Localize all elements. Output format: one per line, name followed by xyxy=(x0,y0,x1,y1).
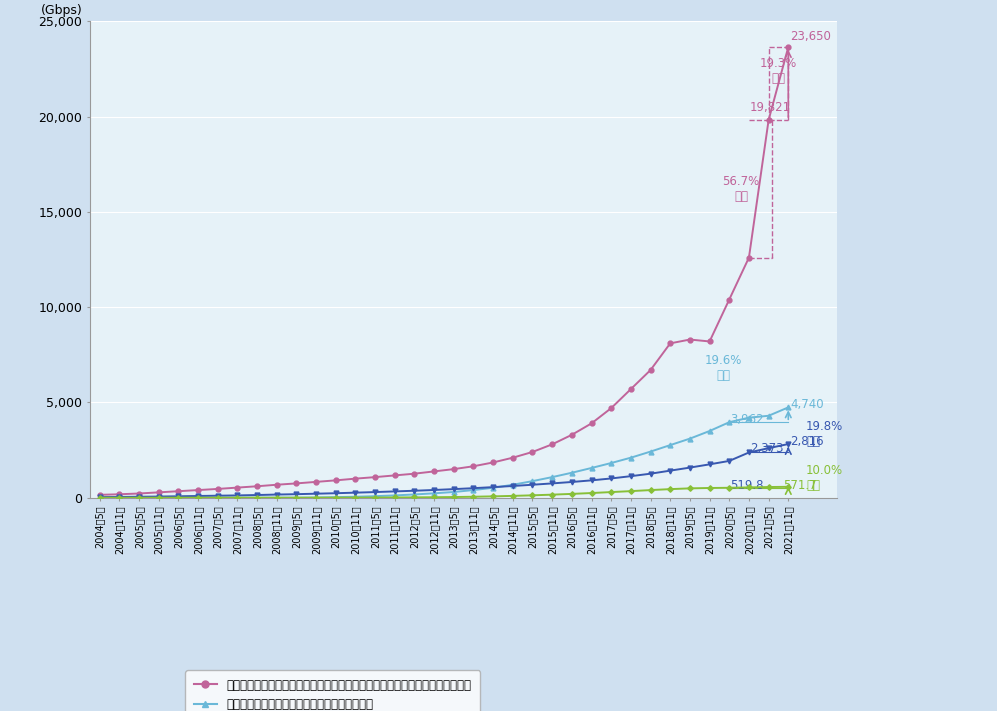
Legend: 我が国の固定系ブロードバンド契約者の総ダウンロードトラヒック（推定値）, 我が国の移動通信の総ダウンロードトラヒック, 我が国の固定系ブロードバンド契約者の総ア: 我が国の固定系ブロードバンド契約者の総ダウンロードトラヒック（推定値）, 我が国… xyxy=(185,670,480,711)
Text: 19.8%
増加: 19.8% 増加 xyxy=(806,420,843,448)
Text: 4,740: 4,740 xyxy=(791,398,824,411)
Text: 519.8: 519.8 xyxy=(730,479,764,492)
Text: 56.7%
増加: 56.7% 増加 xyxy=(723,175,760,203)
Text: 571.7: 571.7 xyxy=(784,479,817,492)
Text: (Gbps): (Gbps) xyxy=(41,4,83,16)
Text: 2,373: 2,373 xyxy=(750,442,784,455)
Text: 3,962: 3,962 xyxy=(730,413,764,426)
Text: 23,650: 23,650 xyxy=(791,30,831,43)
Text: 19.6%
増加: 19.6% 増加 xyxy=(705,354,742,382)
Text: 2,816: 2,816 xyxy=(791,435,824,448)
Text: 19,821: 19,821 xyxy=(750,101,791,114)
Text: 19.3%
増加: 19.3% 増加 xyxy=(760,57,797,85)
Text: 10.0%
増加: 10.0% 増加 xyxy=(806,464,843,492)
